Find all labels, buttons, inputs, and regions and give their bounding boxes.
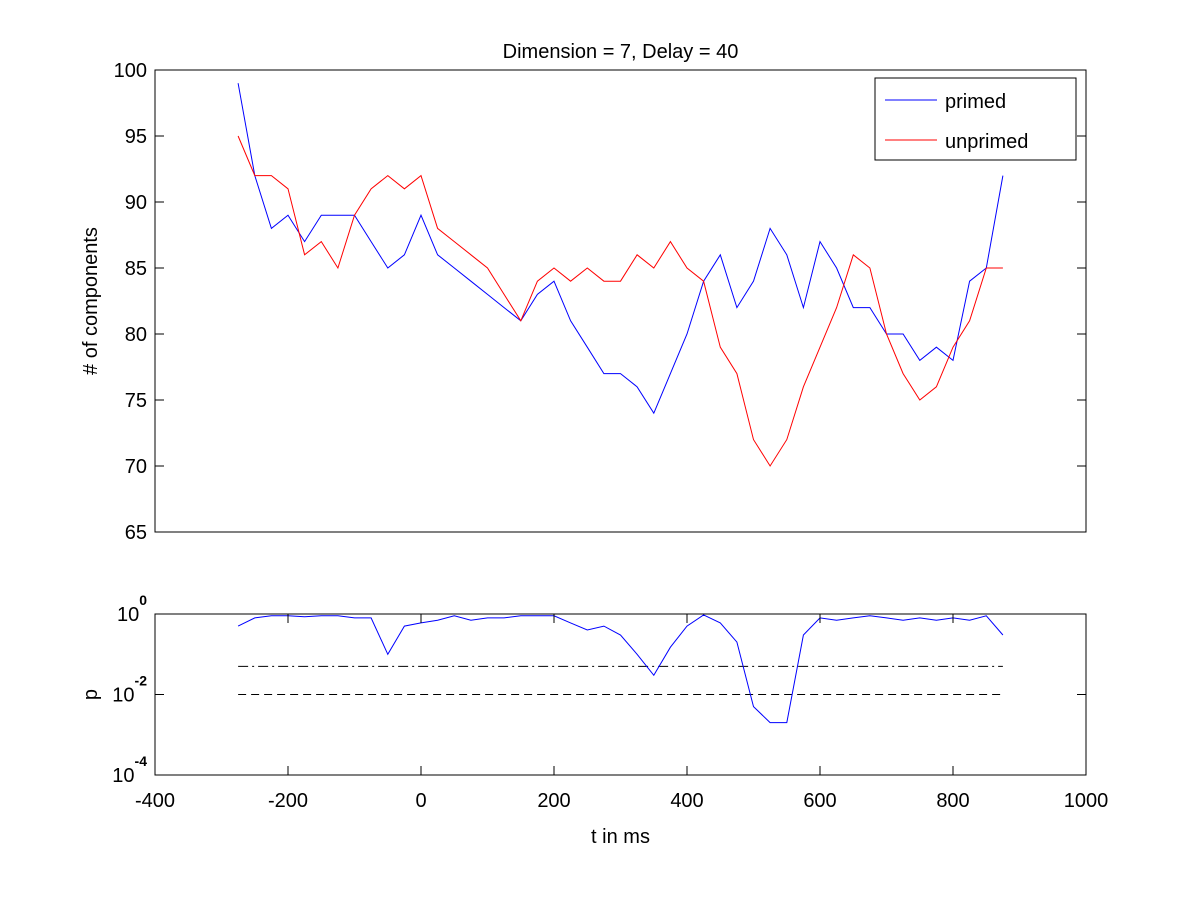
- x-tick-label: 200: [537, 790, 570, 812]
- series-line: [237, 83, 1004, 415]
- y-tick-label: 10-4: [112, 753, 147, 787]
- y-tick-label: 95: [125, 126, 147, 148]
- y-tick-label: 10-2: [112, 673, 147, 707]
- x-axis-label: t in ms: [591, 826, 650, 848]
- y-tick-label: 75: [125, 390, 147, 412]
- y-axis-label: p: [80, 689, 102, 700]
- y-tick-label: 90: [125, 192, 147, 214]
- y-tick-label: 65: [125, 522, 147, 544]
- y-tick-label: 100: [117, 592, 147, 626]
- x-tick-label: 400: [670, 790, 703, 812]
- y-tick-label: 80: [125, 324, 147, 346]
- axes-box: [154, 69, 1087, 533]
- x-tick-label: 800: [936, 790, 969, 812]
- x-tick-label: -400: [135, 790, 175, 812]
- legend-label: unprimed: [945, 131, 1028, 153]
- series-line: [237, 135, 1003, 467]
- legend-label: primed: [945, 91, 1006, 113]
- y-axis-label: # of components: [80, 227, 102, 375]
- x-tick-label: 0: [415, 790, 426, 812]
- y-tick-label: 85: [125, 258, 147, 280]
- y-tick-label: 100: [114, 60, 147, 82]
- x-tick-label: 1000: [1064, 790, 1109, 812]
- chart-title: Dimension = 7, Delay = 40: [503, 41, 739, 63]
- y-tick-label: 70: [125, 456, 147, 478]
- series-line: [237, 614, 1004, 724]
- x-tick-label: -200: [268, 790, 308, 812]
- x-tick-label: 600: [803, 790, 836, 812]
- legend-box: [874, 77, 1077, 161]
